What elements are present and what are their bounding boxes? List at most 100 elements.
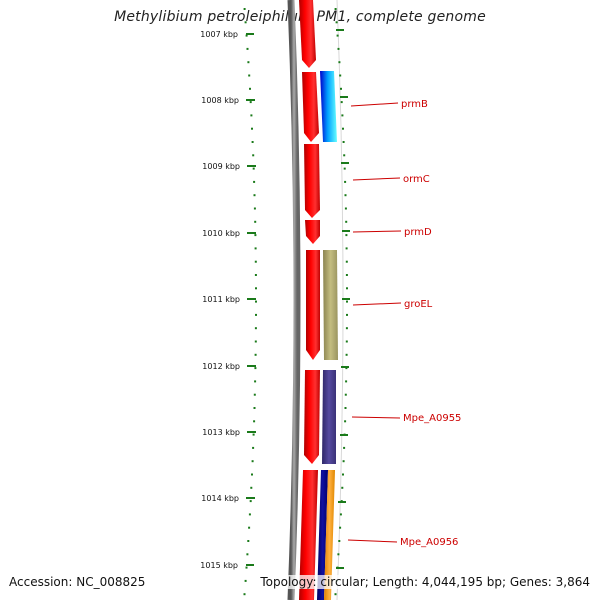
minor-tick (252, 167, 255, 170)
minor-tick (246, 553, 249, 556)
minor-tick (344, 407, 347, 409)
scale-label-1014: 1014 kbp (201, 494, 239, 503)
gene-arrow-3 (304, 144, 320, 218)
minor-tick (334, 593, 337, 596)
minor-tick (245, 34, 248, 37)
minor-tick (345, 274, 348, 276)
minor-tick (345, 367, 348, 370)
minor-tick (338, 540, 341, 542)
minor-tick (341, 114, 344, 117)
minor-tick (254, 274, 257, 276)
minor-tick (334, 8, 337, 10)
minor-tick (247, 540, 250, 542)
minor-tick (249, 87, 251, 90)
gene-arrow-7 (299, 470, 318, 600)
scale-label-1009: 1009 kbp (202, 162, 240, 171)
minor-tick (246, 47, 249, 50)
scale-label-1008: 1008 kbp (201, 96, 239, 105)
minor-tick (335, 21, 338, 24)
accession-text: Accession: NC_008825 (9, 575, 148, 589)
minor-tick (337, 47, 340, 50)
Mpe_A0956-block-inner (317, 470, 328, 600)
minor-tick (339, 513, 342, 516)
minor-tick (244, 579, 247, 582)
minor-tick (253, 420, 256, 423)
minor-tick (345, 234, 348, 237)
minor-tick (346, 313, 348, 316)
minor-tick (342, 127, 344, 130)
minor-tick (250, 486, 253, 489)
minor-tick (344, 393, 347, 396)
minor-tick (345, 247, 348, 250)
minor-tick (345, 353, 348, 356)
minor-tick (254, 220, 257, 223)
gene-arrow-2 (302, 72, 319, 142)
scale-label-1012: 1012 kbp (202, 362, 240, 371)
minor-tick (339, 74, 342, 77)
minor-tick (247, 61, 250, 64)
backbone-ring (287, 0, 301, 600)
Mpe_A0955-block (322, 370, 336, 464)
minor-tick (345, 380, 348, 383)
minor-tick (253, 393, 256, 396)
minor-tick (344, 194, 347, 197)
scale-major-ticks (246, 33, 256, 566)
feature-track (317, 71, 338, 600)
minor-tick (251, 460, 254, 463)
minor-tick (337, 553, 340, 556)
minor-tick (345, 327, 348, 330)
minor-tick (254, 247, 257, 250)
minor-tick (244, 21, 247, 24)
minor-tick (254, 353, 257, 356)
minor-tick (245, 566, 248, 569)
minor-tick (253, 180, 256, 183)
minor-tick (250, 114, 253, 117)
minor-tick (253, 207, 256, 210)
gene-label-prmD: prmD (404, 227, 432, 238)
gene-arrow-1 (299, 0, 316, 68)
minor-tick (255, 313, 257, 316)
gene-arrow-5 (306, 250, 320, 360)
minor-tick (254, 340, 257, 343)
minor-tick (248, 526, 251, 529)
minor-tick (254, 234, 257, 237)
minor-tick (340, 101, 343, 104)
minor-tick (249, 500, 252, 503)
minor-tick (248, 513, 251, 516)
minor-tick (243, 593, 246, 596)
minor-tick (254, 260, 257, 263)
minor-tick (251, 127, 253, 130)
forward-gene-track (299, 0, 320, 600)
gene-label-Mpe_A0956: Mpe_A0956 (400, 537, 458, 548)
minor-tick (254, 327, 257, 330)
genome-summary-text: Topology: circular; Length: 4,044,195 bp… (258, 575, 590, 589)
gene-arrow-6 (304, 370, 320, 464)
gene-labels: prmB ormC prmD groEL Mpe_A0955 Mpe_A0956 (347, 99, 461, 548)
prmB-block (320, 71, 337, 142)
Mpe_A0956-block-outer (324, 470, 335, 600)
minor-tick (255, 287, 257, 290)
minor-tick (252, 446, 255, 449)
minor-tick (254, 367, 257, 370)
minor-tick (253, 407, 256, 409)
scale-label-1011: 1011 kbp (202, 295, 240, 304)
gene-label-ormC: ormC (403, 174, 430, 185)
minor-tick (345, 220, 348, 223)
minor-tick (243, 8, 246, 10)
minor-tick (251, 141, 254, 143)
minor-tick (345, 260, 348, 263)
minor-tick (346, 300, 348, 303)
minor-tick (343, 446, 346, 449)
gene-label-groEL: groEL (404, 299, 433, 310)
scale-minor-ticks-inner (243, 8, 257, 596)
minor-tick (344, 420, 347, 423)
minor-tick (255, 300, 257, 303)
scale-label-1007: 1007 kbp (200, 30, 238, 39)
minor-tick (341, 486, 344, 489)
scale-label-1013: 1013 kbp (202, 428, 240, 437)
gene-arrow-4 (305, 220, 320, 244)
minor-tick (252, 154, 255, 157)
minor-tick (342, 460, 345, 463)
gene-label-prmB: prmB (401, 99, 428, 110)
